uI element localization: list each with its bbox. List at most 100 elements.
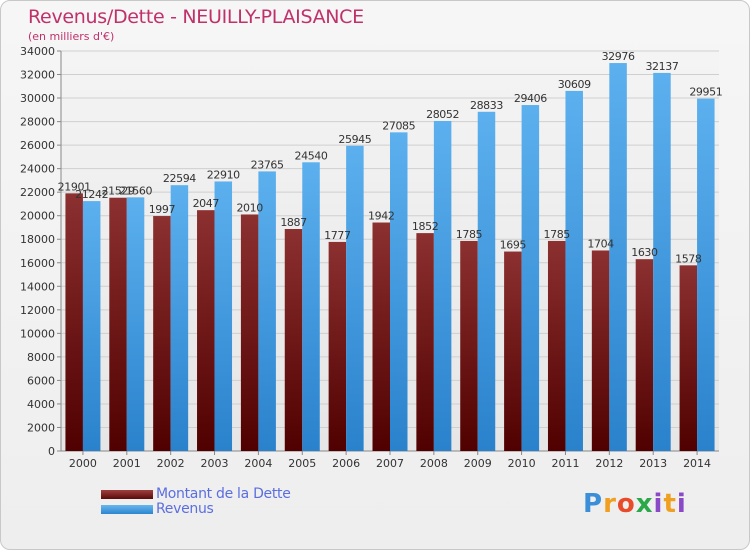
y-tick-label: 0	[48, 445, 55, 458]
y-tick-label: 8000	[27, 351, 55, 364]
bar-debt	[372, 222, 390, 451]
data-label-revenus: 21560	[119, 184, 152, 197]
chart-title: Revenus/Dette - NEUILLY-PLAISANCE	[28, 6, 364, 28]
logo-letter: t	[663, 489, 677, 519]
x-tick-label: 2014	[683, 457, 711, 470]
data-label-debt: 1578	[675, 252, 702, 265]
x-tick-label: 2008	[420, 457, 448, 470]
bar-revenus	[390, 132, 408, 451]
x-tick-label: 2010	[508, 457, 536, 470]
data-label-debt: 1942	[368, 210, 394, 223]
bar-debt	[504, 251, 522, 451]
data-label-debt: 1785	[544, 228, 571, 241]
logo-letter: r	[603, 489, 617, 519]
bar-revenus	[302, 162, 320, 451]
data-label-debt: 1704	[587, 237, 614, 250]
bar-revenus	[521, 105, 540, 451]
y-tick-label: 20000	[20, 210, 55, 223]
logo-letter: i	[653, 489, 664, 519]
bar-debt	[591, 250, 610, 451]
y-tick-label: 28000	[20, 116, 55, 129]
data-label-revenus: 30609	[558, 78, 591, 91]
bar-debt	[240, 214, 259, 451]
bar-revenus	[565, 90, 583, 452]
data-label-revenus: 28052	[426, 108, 459, 121]
bar-revenus	[170, 185, 189, 451]
data-label-debt: 21901	[58, 180, 91, 193]
bar-revenus	[346, 145, 364, 451]
legend-swatch-revenus	[101, 505, 153, 514]
y-tick-label: 12000	[20, 304, 55, 317]
x-tick-label: 2007	[376, 457, 404, 470]
data-label-revenus: 23765	[251, 158, 284, 171]
x-tick-label: 2011	[551, 457, 579, 470]
data-label-revenus: 29406	[514, 92, 547, 105]
data-label-debt: 1997	[149, 203, 176, 216]
bar-debt	[197, 210, 215, 451]
data-label-revenus: 27085	[382, 119, 415, 132]
y-tick-label: 24000	[20, 163, 55, 176]
x-tick-label: 2013	[639, 457, 667, 470]
bar-revenus	[258, 171, 276, 452]
data-label-revenus: 21242	[75, 188, 108, 201]
bar-debt	[328, 241, 347, 451]
data-label-revenus: 25945	[338, 133, 371, 146]
data-label-debt: 21529	[102, 185, 135, 198]
data-label-debt: 1630	[631, 246, 658, 259]
x-tick-label: 2006	[332, 457, 360, 470]
y-tick-label: 10000	[20, 327, 55, 340]
logo-letter: i	[676, 489, 687, 519]
data-label-debt: 1785	[456, 228, 483, 241]
x-tick-label: 2004	[244, 457, 272, 470]
legend-label-revenus: Revenus	[156, 501, 214, 517]
x-tick-label: 2001	[113, 457, 141, 470]
bar-revenus	[126, 197, 145, 451]
bar-revenus	[82, 201, 101, 451]
bar-revenus	[214, 181, 233, 451]
bar-debt	[284, 229, 303, 451]
data-label-debt: 1852	[412, 220, 438, 233]
legend-swatch-debt	[101, 490, 153, 499]
data-label-debt: 2010	[236, 201, 263, 214]
data-label-debt: 2047	[193, 197, 220, 210]
chart-subtitle: (en milliers d'€)	[28, 30, 115, 43]
x-tick-label: 2003	[201, 457, 229, 470]
x-tick-label: 2009	[464, 457, 492, 470]
proxiti-logo: Proxiti	[583, 489, 687, 519]
y-tick-label: 6000	[27, 374, 55, 387]
bar-debt	[109, 197, 127, 451]
y-tick-label: 2000	[27, 421, 55, 434]
x-tick-label: 2002	[157, 457, 185, 470]
y-tick-label: 22000	[20, 186, 55, 199]
bar-debt	[153, 216, 171, 451]
logo-letter: P	[583, 489, 604, 519]
y-tick-label: 18000	[20, 233, 55, 246]
y-tick-label: 4000	[27, 398, 55, 411]
legend-label-debt: Montant de la Dette	[156, 486, 291, 502]
data-label-debt: 1695	[500, 239, 527, 252]
data-label-revenus: 22910	[207, 168, 240, 181]
data-label-revenus: 24540	[295, 149, 328, 162]
bar-debt	[460, 240, 478, 451]
bar-debt	[547, 240, 566, 451]
bar-revenus	[477, 111, 496, 451]
x-tick-label: 2012	[595, 457, 623, 470]
y-tick-label: 34000	[20, 45, 55, 58]
data-label-revenus: 29951	[689, 86, 722, 99]
data-label-revenus: 32137	[645, 60, 678, 73]
data-label-debt: 1887	[280, 216, 307, 229]
bar-debt	[679, 265, 698, 451]
bar-debt	[635, 259, 654, 451]
data-label-debt: 1777	[324, 229, 351, 242]
y-tick-label: 30000	[20, 92, 55, 105]
x-tick-label: 2005	[288, 457, 316, 470]
bar-revenus	[697, 98, 715, 452]
bar-revenus	[653, 72, 671, 451]
bar-debt	[416, 233, 434, 451]
data-label-revenus: 28833	[470, 99, 503, 112]
data-label-revenus: 32976	[602, 50, 635, 63]
data-label-revenus: 22594	[163, 172, 196, 185]
bar-debt	[65, 193, 83, 451]
